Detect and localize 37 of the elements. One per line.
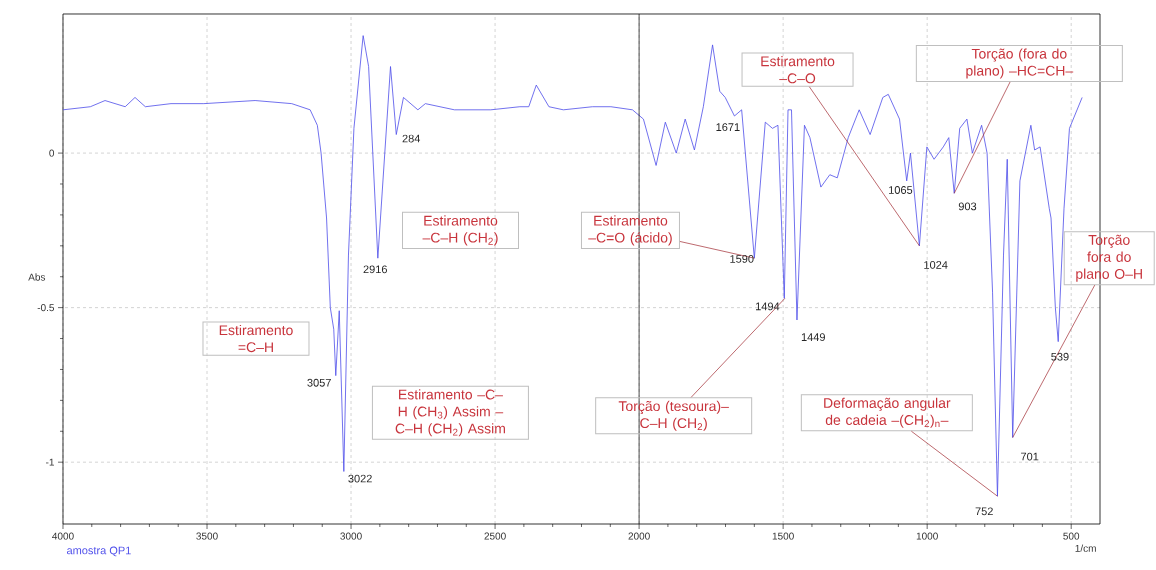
x-tick-label: 1500 xyxy=(772,532,794,540)
annotation: Torção (tesoura)– C–H (CH$_{2}$) xyxy=(618,400,729,431)
y-axis-title: Abs xyxy=(28,273,46,281)
x-tick-label: 500 xyxy=(1063,532,1080,540)
annotation: 1590 xyxy=(730,255,754,263)
annotation: 284 xyxy=(402,134,421,143)
annotation: Estiramento –C–H (CH$_{3}$) Assim –C–H (CH$_{2}$) Assim xyxy=(395,389,505,437)
annotation: 1494 xyxy=(756,302,780,311)
annotation: Torção fora do plano O–H xyxy=(1076,234,1142,282)
x-axis-title: 1/cm xyxy=(1075,544,1096,552)
annotation: 701 xyxy=(1021,452,1039,461)
y-tick-label: -0.5 xyxy=(37,304,55,312)
annotation: 1671 xyxy=(716,123,740,131)
annotation: 3057 xyxy=(307,378,331,387)
x-tick-label: 2000 xyxy=(628,532,650,540)
annotation: 1449 xyxy=(801,333,825,341)
annotation: Torção (fora do plano) –HC=CH– xyxy=(966,48,1074,79)
text: amostra QP1 xyxy=(66,546,131,557)
annotation: 3022 xyxy=(348,474,372,483)
x-tick-label: 3500 xyxy=(196,532,218,540)
y-tick-label: 0 xyxy=(49,149,55,157)
x-tick-label: 3000 xyxy=(340,532,362,540)
y-tick-label: -1 xyxy=(46,458,54,466)
annotation: 1024 xyxy=(924,261,948,269)
annotation: 539 xyxy=(1051,352,1069,361)
x-tick-label: 1000 xyxy=(916,532,938,540)
annotation: 903 xyxy=(958,202,977,211)
annotation: Estiramento =C–H xyxy=(219,324,293,353)
annotation: Estiramento –C–H (CH$_{2}$) xyxy=(422,215,498,246)
annotation: Estiramento –C–O xyxy=(761,55,835,84)
annotation: 1065 xyxy=(889,186,913,194)
annotation: Deformação angular de cadeia –(CH$_{2}$)$_{n}$– xyxy=(824,397,951,428)
x-tick-label: 2500 xyxy=(484,532,506,540)
annotation: Estiramento –C=O (ácido) xyxy=(588,215,672,246)
annotation: 2916 xyxy=(363,265,387,274)
annotation: 752 xyxy=(975,507,993,516)
x-tick-label: 4000 xyxy=(52,532,74,540)
